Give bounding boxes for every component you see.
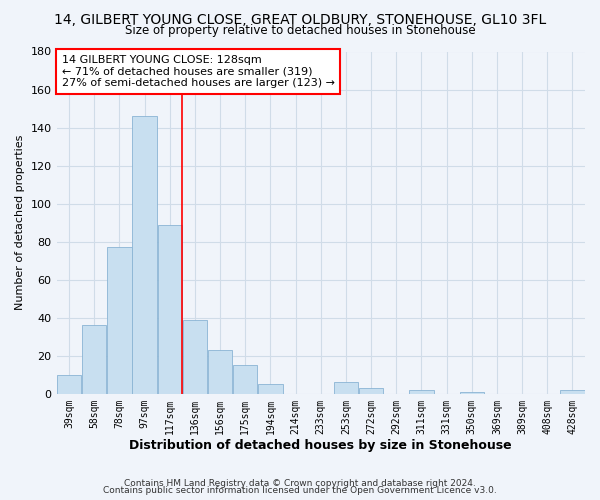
Text: 14 GILBERT YOUNG CLOSE: 128sqm
← 71% of detached houses are smaller (319)
27% of: 14 GILBERT YOUNG CLOSE: 128sqm ← 71% of … xyxy=(62,55,335,88)
Text: 14, GILBERT YOUNG CLOSE, GREAT OLDBURY, STONEHOUSE, GL10 3FL: 14, GILBERT YOUNG CLOSE, GREAT OLDBURY, … xyxy=(54,12,546,26)
Bar xyxy=(158,224,182,394)
Bar xyxy=(560,390,584,394)
Text: Contains public sector information licensed under the Open Government Licence v3: Contains public sector information licen… xyxy=(103,486,497,495)
Bar xyxy=(208,350,232,394)
Bar xyxy=(359,388,383,394)
Bar xyxy=(82,326,106,394)
X-axis label: Distribution of detached houses by size in Stonehouse: Distribution of detached houses by size … xyxy=(130,440,512,452)
Bar xyxy=(258,384,283,394)
Bar xyxy=(334,382,358,394)
Bar xyxy=(409,390,434,394)
Bar xyxy=(460,392,484,394)
Text: Contains HM Land Registry data © Crown copyright and database right 2024.: Contains HM Land Registry data © Crown c… xyxy=(124,478,476,488)
Bar xyxy=(133,116,157,394)
Bar xyxy=(233,366,257,394)
Bar xyxy=(107,248,131,394)
Text: Size of property relative to detached houses in Stonehouse: Size of property relative to detached ho… xyxy=(125,24,475,37)
Y-axis label: Number of detached properties: Number of detached properties xyxy=(15,135,25,310)
Bar xyxy=(183,320,207,394)
Bar xyxy=(57,375,82,394)
